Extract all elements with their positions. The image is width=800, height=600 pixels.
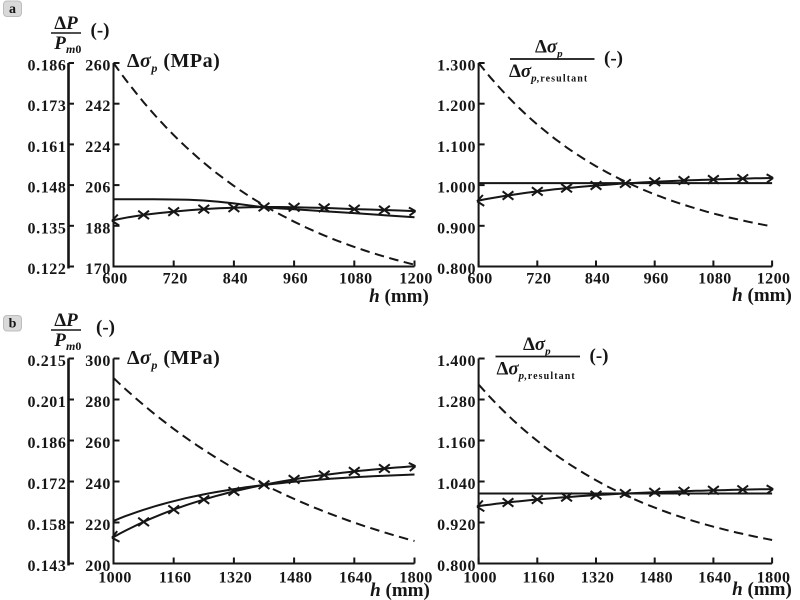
svg-text:1.160: 1.160	[437, 435, 476, 452]
svg-text:1640: 1640	[339, 570, 373, 587]
svg-text:220: 220	[85, 517, 111, 534]
svg-text:ΔP: ΔP	[54, 13, 78, 34]
svg-text:Δσp: Δσp	[523, 334, 551, 358]
svg-text:0.186: 0.186	[28, 435, 67, 452]
svg-text:m0: m0	[66, 42, 81, 56]
svg-text:1480: 1480	[279, 570, 313, 587]
svg-text:0.161: 0.161	[28, 139, 67, 156]
svg-text:0.158: 0.158	[28, 517, 67, 534]
svg-text:(-): (-)	[604, 48, 623, 69]
svg-text:0.122: 0.122	[28, 261, 67, 278]
svg-text:0.143: 0.143	[28, 558, 67, 575]
svg-text:840: 840	[223, 271, 248, 288]
svg-text:1320: 1320	[581, 570, 615, 587]
svg-text:0.186: 0.186	[28, 58, 67, 75]
svg-text:224: 224	[85, 139, 111, 156]
svg-text:1.200: 1.200	[437, 98, 476, 115]
svg-text:1.000: 1.000	[437, 180, 476, 197]
svg-text:1640: 1640	[698, 570, 732, 587]
svg-text:1.100: 1.100	[437, 139, 476, 156]
svg-text:170: 170	[85, 261, 111, 278]
svg-text:840: 840	[585, 271, 610, 288]
svg-text:260: 260	[85, 435, 111, 452]
svg-text:(-): (-)	[590, 346, 609, 367]
svg-text:0.920: 0.920	[437, 517, 476, 534]
svg-text:P: P	[53, 33, 66, 54]
svg-text:h (mm): h (mm)	[369, 286, 429, 307]
svg-text:720: 720	[163, 271, 188, 288]
svg-text:0.135: 0.135	[28, 220, 67, 237]
svg-text:b: b	[9, 317, 17, 332]
svg-text:206: 206	[85, 180, 111, 197]
svg-text:Δσp (MPa): Δσp (MPa)	[127, 50, 220, 75]
svg-text:300: 300	[85, 353, 111, 370]
svg-text:1000: 1000	[98, 570, 132, 587]
svg-text:200: 200	[85, 558, 111, 575]
svg-text:h (mm): h (mm)	[732, 579, 792, 600]
svg-text:600: 600	[102, 271, 127, 288]
svg-text:0.800: 0.800	[437, 261, 476, 278]
svg-text:1160: 1160	[522, 570, 555, 587]
svg-text:1200: 1200	[399, 271, 433, 288]
svg-text:ΔP: ΔP	[54, 310, 78, 331]
svg-text:0.173: 0.173	[28, 98, 67, 115]
svg-text:1320: 1320	[219, 570, 253, 587]
svg-text:280: 280	[85, 394, 111, 411]
svg-text:1.280: 1.280	[437, 394, 476, 411]
svg-text:Δσp: Δσp	[535, 37, 563, 61]
svg-text:600: 600	[467, 271, 492, 288]
svg-text:1160: 1160	[159, 570, 192, 587]
svg-text:1800: 1800	[399, 570, 433, 587]
svg-text:1200: 1200	[757, 271, 791, 288]
svg-text:0.900: 0.900	[437, 220, 476, 237]
svg-text:a: a	[9, 2, 16, 17]
svg-text:0.148: 0.148	[28, 180, 67, 197]
svg-text:720: 720	[526, 271, 551, 288]
svg-text:0.201: 0.201	[28, 394, 67, 411]
svg-text:0.215: 0.215	[28, 353, 67, 370]
svg-text:188: 188	[85, 220, 111, 237]
svg-text:h (mm): h (mm)	[732, 285, 792, 306]
svg-text:Δσp (MPa): Δσp (MPa)	[127, 347, 220, 372]
svg-text:1000: 1000	[463, 570, 497, 587]
svg-text:1.040: 1.040	[437, 476, 476, 493]
svg-text:242: 242	[85, 98, 111, 115]
svg-text:240: 240	[85, 476, 111, 493]
svg-text:1080: 1080	[339, 271, 373, 288]
svg-text:960: 960	[283, 271, 308, 288]
svg-text:1800: 1800	[757, 570, 791, 587]
svg-text:960: 960	[644, 271, 669, 288]
svg-text:0.800: 0.800	[437, 558, 476, 575]
svg-text:1.300: 1.300	[437, 58, 476, 75]
svg-text:260: 260	[85, 58, 111, 75]
svg-text:1080: 1080	[698, 271, 732, 288]
svg-text:1480: 1480	[639, 570, 673, 587]
svg-text:0.172: 0.172	[28, 476, 67, 493]
svg-text:(-): (-)	[96, 317, 115, 338]
svg-text:m0: m0	[66, 339, 81, 353]
svg-text:h (mm): h (mm)	[370, 580, 430, 600]
svg-text:P: P	[53, 330, 66, 351]
svg-text:(-): (-)	[91, 20, 110, 41]
svg-text:1.400: 1.400	[437, 353, 476, 370]
